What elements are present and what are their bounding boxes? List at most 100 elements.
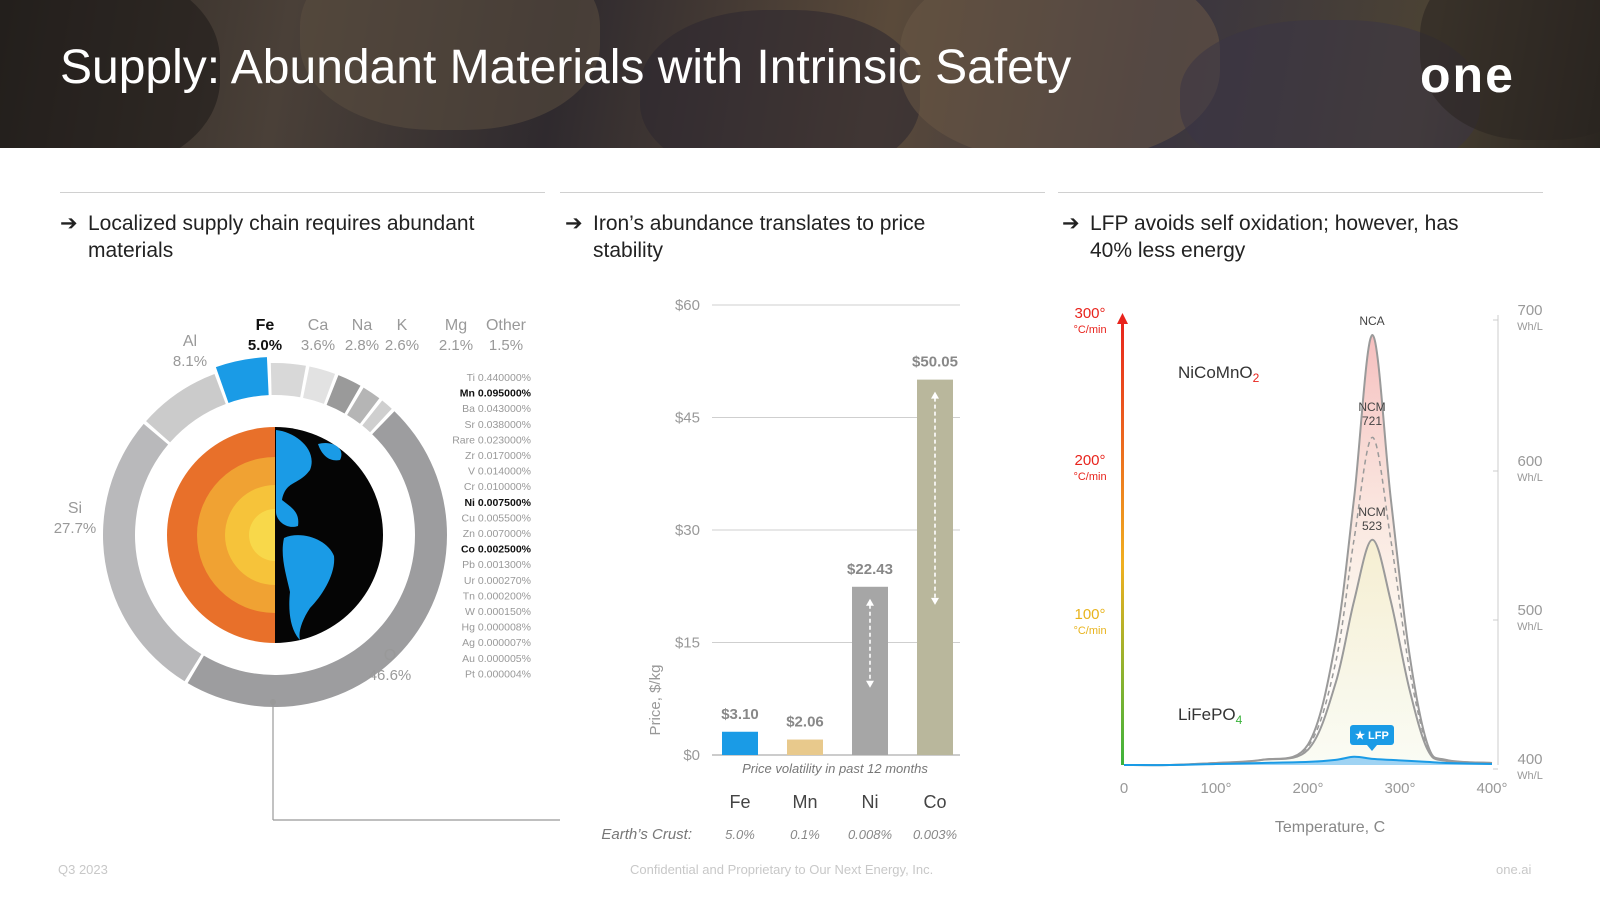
x-tick-label: Fe (729, 792, 750, 812)
x-axis-label: Temperature, C (1275, 819, 1385, 836)
segment-name-al: Al (183, 333, 197, 350)
right-axis-unit: Wh/L (1517, 770, 1543, 782)
arrow-up-icon (931, 391, 939, 399)
crust-value: 5.0% (725, 827, 755, 842)
curve-lfp (1123, 755, 1493, 767)
arrow-up-icon (1117, 313, 1128, 324)
y-tick-label: $30 (675, 522, 700, 539)
curve-ncm-523 (1123, 538, 1493, 767)
donut-segment-na (303, 366, 336, 404)
footer-date: Q3 2023 (58, 862, 108, 877)
price-bar-chart: $0 $15 $30 $45 $60 Price, $/kg $3.10 $2.06 $22… (601, 297, 960, 843)
trace-item: Ti 0.440000% (467, 372, 531, 384)
y-tick-labels: $0 $15 $30 $45 $60 (675, 297, 700, 764)
column-divider (60, 192, 545, 193)
bars (722, 379, 953, 755)
trace-item: Ur 0.000270% (464, 575, 531, 587)
curve-fill-lfp (1124, 756, 1492, 766)
bar-fe (722, 731, 758, 755)
trace-element-list: Ti 0.440000% Mn 0.095000% Ba 0.043000% Sr 0… (452, 372, 531, 680)
bar-value-label: $50.05 (912, 354, 958, 371)
x-tick-label: 300° (1384, 780, 1415, 797)
page-title: Supply: Abundant Materials with Intrinsi… (60, 41, 1072, 94)
right-axis-value: 400 (1517, 751, 1542, 768)
donut-segment-ca (270, 362, 306, 398)
right-axis-unit: Wh/L (1517, 472, 1543, 484)
left-axis-bar (1121, 320, 1124, 765)
company-logo: one (1420, 47, 1515, 103)
trace-item: Pt 0.000004% (465, 668, 531, 680)
x-tick-labels: 0 100° 200° 300° 400° (1120, 780, 1508, 797)
thermal-runaway-chart: 700 Wh/L 600 Wh/L 500 Wh/L 400 Wh/L 300° °C/min 2… (1073, 302, 1543, 836)
arrow-right-icon: ➔ (565, 212, 583, 235)
bar-value-label: $22.43 (847, 561, 893, 578)
segment-value-ca: 3.6% (301, 337, 335, 354)
crust-value: 0.1% (790, 827, 820, 842)
value-labels: $3.10 $2.06 $22.43 $50.05 (721, 354, 958, 731)
crust-label: Earth’s Crust: (601, 826, 692, 843)
trace-item: Cr 0.010000% (464, 481, 531, 493)
x-tick-label: Ni (862, 792, 879, 812)
x-tick-labels: Fe Mn Ni Co (729, 792, 946, 812)
footer-confidential: Confidential and Proprietary to Our Next… (630, 862, 934, 877)
x-tick-label: 100° (1200, 780, 1231, 797)
y-tick-label: $15 (675, 635, 700, 652)
segment-value-k: 2.6% (385, 337, 419, 354)
segment-name-ca: Ca (308, 317, 329, 334)
left-axis-value: 200° (1074, 452, 1105, 469)
column-divider (560, 192, 1045, 193)
segment-name-mg: Mg (445, 317, 467, 334)
segment-value-al: 8.1% (173, 353, 207, 370)
segment-value-fe: 5.0% (248, 337, 282, 354)
trace-item: Rare 0.023000% (452, 434, 531, 446)
curve-nca (1123, 333, 1493, 767)
segment-name-k: K (397, 317, 408, 334)
y-tick-label: $60 (675, 297, 700, 314)
trace-item: Zn 0.007000% (463, 528, 531, 540)
connector-dot (270, 699, 276, 705)
arrow-right-icon: ➔ (1062, 212, 1080, 235)
crust-values: 5.0% 0.1% 0.008% 0.003% (725, 827, 957, 842)
rock-texture (300, 0, 600, 130)
donut-ring (102, 357, 448, 708)
trace-item: W 0.000150% (465, 606, 531, 618)
segment-name-na: Na (352, 317, 373, 334)
segment-value-na: 2.8% (345, 337, 379, 354)
column-divider (1058, 192, 1543, 193)
segment-name-si: Si (68, 500, 82, 517)
nca-label: NCA (1359, 314, 1384, 328)
segment-value-o: 46.6% (369, 667, 412, 684)
trace-item: Mn 0.095000% (460, 388, 532, 400)
left-axis-value: 100° (1074, 606, 1105, 623)
trace-item: V 0.014000% (468, 466, 531, 478)
volatility-arrows (866, 391, 939, 688)
segment-value-mg: 2.1% (439, 337, 473, 354)
arrow-down-icon (931, 597, 939, 605)
trace-item: Sr 0.038000% (464, 419, 531, 431)
right-axis-value: 600 (1517, 453, 1542, 470)
left-axis-unit: °C/min (1073, 471, 1106, 483)
trace-item: Ag 0.000007% (462, 637, 531, 649)
segment-name-fe: Fe (256, 317, 275, 334)
earth-globe-icon (167, 427, 383, 643)
donut-segment-mg (347, 387, 380, 424)
lifepo4-label: LiFePO4 (1178, 705, 1243, 727)
trace-item: Pb 0.001300% (462, 559, 531, 571)
donut-segment-o (187, 411, 448, 708)
arrow-up-icon (866, 598, 874, 606)
arrow-right-icon: ➔ (60, 212, 78, 235)
segment-name-other: Other (486, 317, 527, 334)
ncm721-label-a: NCM (1358, 400, 1385, 414)
right-axis-value: 700 (1517, 302, 1542, 319)
segment-name-o: O (384, 647, 396, 664)
left-axis-value: 300° (1074, 305, 1105, 322)
segment-value-other: 1.5% (489, 337, 523, 354)
trace-item: Ni 0.007500% (464, 497, 531, 509)
donut-segment-other (362, 400, 392, 433)
trace-item: Ba 0.043000% (462, 403, 531, 415)
curve-fill-ncm-523 (1124, 539, 1492, 766)
bar-value-label: $2.06 (786, 714, 824, 731)
rock-texture (640, 10, 920, 148)
lfp-tag: ★ LFP (1350, 725, 1394, 751)
right-axis-unit: Wh/L (1517, 321, 1543, 333)
